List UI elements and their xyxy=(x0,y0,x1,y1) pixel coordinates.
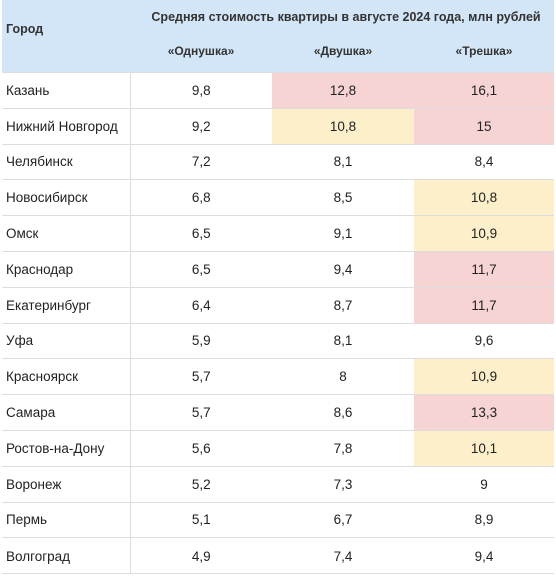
three-room-price-cell: 8,4 xyxy=(414,143,554,180)
two-room-price-cell: 7,4 xyxy=(272,537,414,574)
three-room-price-cell: 9,6 xyxy=(414,322,554,359)
one-room-price-cell: 6,8 xyxy=(129,179,272,216)
three-room-price-cell: 9,4 xyxy=(414,537,554,574)
table-row: Новосибирск 6,8 8,5 10,8 xyxy=(2,179,554,216)
one-room-price-cell: 9,2 xyxy=(129,107,272,145)
column-header-city: Город xyxy=(2,0,130,73)
one-room-price-cell: 7,2 xyxy=(129,143,272,180)
table-header: Город Средняя стоимость квартиры в авгус… xyxy=(2,0,554,73)
three-room-price-cell: 13,3 xyxy=(414,394,554,431)
three-room-price-cell: 16,1 xyxy=(414,72,554,109)
one-room-price-cell: 5,7 xyxy=(129,394,272,431)
two-room-price-cell: 8,1 xyxy=(272,322,414,359)
three-room-price-cell: 10,9 xyxy=(414,215,554,252)
one-room-price-cell: 5,2 xyxy=(129,465,272,503)
one-room-price-cell: 5,9 xyxy=(129,322,272,359)
city-name-cell: Новосибирск xyxy=(2,179,130,216)
table-title: Средняя стоимость квартиры в августе 202… xyxy=(130,0,554,42)
two-room-price-cell: 9,4 xyxy=(272,250,414,288)
city-name-cell: Ростов-на-Дону xyxy=(2,429,130,467)
two-room-price-cell: 8,7 xyxy=(272,286,414,324)
table-row: Ростов-на-Дону 5,6 7,8 10,1 xyxy=(2,429,554,467)
two-room-price-cell: 9,1 xyxy=(272,215,414,252)
table-row: Воронеж 5,2 7,3 9 xyxy=(2,465,554,503)
table-row: Самара 5,7 8,6 13,3 xyxy=(2,394,554,431)
table-row: Уфа 5,9 8,1 9,6 xyxy=(2,322,554,359)
column-header-one-room: «Однушка» xyxy=(130,42,272,73)
city-name-cell: Челябинск xyxy=(2,143,130,180)
city-name-cell: Самара xyxy=(2,394,130,431)
two-room-price-cell: 12,8 xyxy=(272,72,414,109)
three-room-price-cell: 8,9 xyxy=(414,501,554,538)
city-name-cell: Пермь xyxy=(2,501,130,538)
table-row: Волгоград 4,9 7,4 9,4 xyxy=(2,537,554,574)
three-room-price-cell: 10,1 xyxy=(414,429,554,467)
table-row: Нижний Новгород 9,2 10,8 15 xyxy=(2,107,554,145)
two-room-price-cell: 7,8 xyxy=(272,429,414,467)
one-room-price-cell: 4,9 xyxy=(129,537,272,574)
city-name-cell: Екатеринбург xyxy=(2,286,130,324)
table-row: Екатеринбург 6,4 8,7 11,7 xyxy=(2,286,554,324)
table-row: Красноярск 5,7 8 10,9 xyxy=(2,358,554,395)
table-bottom-border xyxy=(2,573,554,574)
column-header-two-room: «Двушка» xyxy=(272,42,414,73)
city-name-cell: Омск xyxy=(2,215,130,252)
city-name-cell: Краснодар xyxy=(2,250,130,288)
two-room-price-cell: 8,1 xyxy=(272,143,414,180)
two-room-price-cell: 6,7 xyxy=(272,501,414,538)
one-room-price-cell: 6,5 xyxy=(129,250,272,288)
column-header-three-room: «Трешка» xyxy=(414,42,554,73)
city-name-cell: Волгоград xyxy=(2,537,130,574)
two-room-price-cell: 7,3 xyxy=(272,465,414,503)
city-name-cell: Воронеж xyxy=(2,465,130,503)
table-row: Омск 6,5 9,1 10,9 xyxy=(2,215,554,252)
table-row: Краснодар 6,5 9,4 11,7 xyxy=(2,250,554,288)
three-room-price-cell: 10,9 xyxy=(414,358,554,395)
three-room-price-cell: 11,7 xyxy=(414,286,554,324)
table-row: Пермь 5,1 6,7 8,9 xyxy=(2,501,554,538)
city-name-cell: Красноярск xyxy=(2,358,130,395)
two-room-price-cell: 8 xyxy=(272,358,414,395)
three-room-price-cell: 15 xyxy=(414,107,554,145)
table-row: Казань 9,8 12,8 16,1 xyxy=(2,72,554,109)
three-room-price-cell: 9 xyxy=(414,465,554,503)
two-room-price-cell: 10,8 xyxy=(272,107,414,145)
city-name-cell: Нижний Новгород xyxy=(2,107,130,145)
one-room-price-cell: 6,4 xyxy=(129,286,272,324)
city-name-cell: Казань xyxy=(2,72,130,109)
table-row: Челябинск 7,2 8,1 8,4 xyxy=(2,143,554,180)
two-room-price-cell: 8,6 xyxy=(272,394,414,431)
city-name-cell: Уфа xyxy=(2,322,130,359)
one-room-price-cell: 5,7 xyxy=(129,358,272,395)
one-room-price-cell: 5,1 xyxy=(129,501,272,538)
two-room-price-cell: 8,5 xyxy=(272,179,414,216)
one-room-price-cell: 5,6 xyxy=(129,429,272,467)
table-body: Казань 9,8 12,8 16,1 Нижний Новгород 9,2 10,8 1… xyxy=(2,72,554,574)
one-room-price-cell: 9,8 xyxy=(129,72,272,109)
three-room-price-cell: 10,8 xyxy=(414,179,554,216)
three-room-price-cell: 11,7 xyxy=(414,250,554,288)
one-room-price-cell: 6,5 xyxy=(129,215,272,252)
